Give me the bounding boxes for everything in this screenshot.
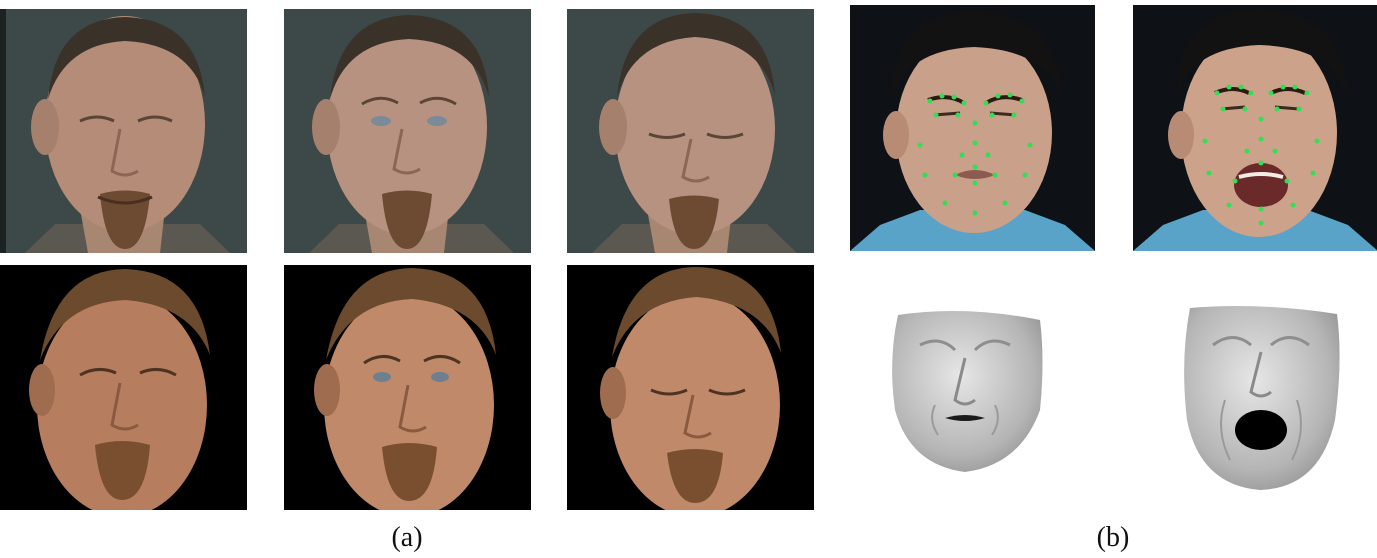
a-rendered-head-smile <box>0 265 247 510</box>
b-mesh-disgust <box>880 300 1050 475</box>
caption-b: (b) <box>1096 522 1130 553</box>
b-landmark-photo-disgust <box>850 5 1095 251</box>
b-landmark-photo-scream <box>1133 5 1377 251</box>
a-video-frame-smile <box>0 9 247 253</box>
b-mesh-scream <box>1175 300 1345 492</box>
a-video-frame-eyes-closed <box>567 9 814 253</box>
a-rendered-head-brow-raise <box>284 265 531 510</box>
a-video-frame-brow-raise <box>284 9 531 253</box>
a-rendered-head-eyes-closed <box>567 265 814 510</box>
caption-a: (a) <box>391 522 423 553</box>
